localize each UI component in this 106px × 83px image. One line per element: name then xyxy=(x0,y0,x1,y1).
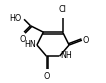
Text: Cl: Cl xyxy=(59,5,67,14)
Text: O: O xyxy=(43,72,50,81)
Text: NH: NH xyxy=(60,51,72,60)
Text: HO: HO xyxy=(9,14,22,23)
Text: O: O xyxy=(83,36,89,45)
Text: O: O xyxy=(19,35,26,44)
Text: HN: HN xyxy=(24,40,36,49)
